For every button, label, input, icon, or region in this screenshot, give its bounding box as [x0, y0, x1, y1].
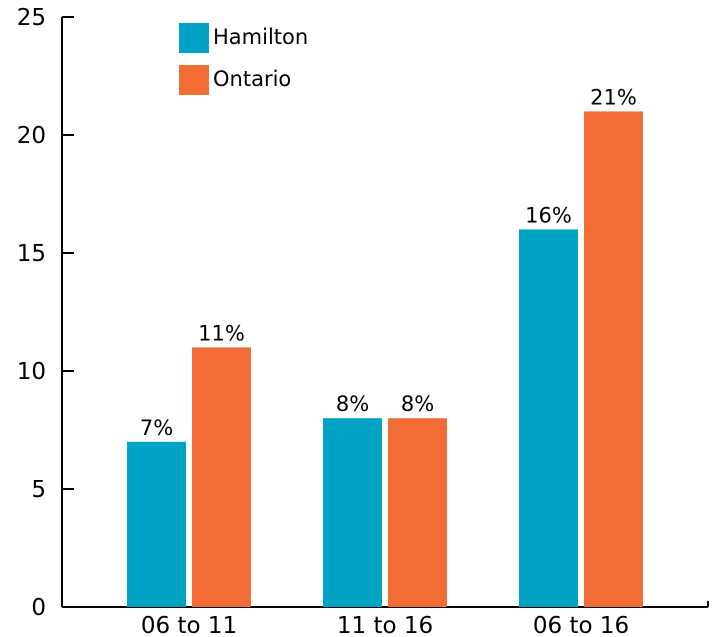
bars: [127, 111, 643, 608]
y-tick-label: 25: [17, 5, 46, 31]
y-tick-label: 0: [31, 595, 46, 621]
data-labels: 7% 11% 8% 8% 16% 21%: [140, 85, 637, 439]
legend: Hamilton Ontario: [179, 23, 308, 95]
bar-hamilton-1: [323, 418, 382, 607]
x-tick-label: 06 to 11: [141, 613, 237, 637]
data-label-hamilton-0: 7%: [140, 416, 173, 440]
y-tick-label: 10: [17, 359, 46, 385]
axes: 0 5 10 15 20 25 06 to 11 11 to 16 06 to 16: [17, 5, 709, 637]
y-tick-label: 5: [31, 477, 46, 503]
y-tick-label: 20: [17, 123, 46, 149]
bar-ontario-2: [584, 111, 643, 608]
data-label-ontario-1: 8%: [401, 392, 434, 416]
x-tick-label: 11 to 16: [337, 613, 433, 637]
data-label-hamilton-1: 8%: [336, 392, 369, 416]
bar-hamilton-0: [127, 441, 186, 607]
legend-label-ontario: Ontario: [213, 67, 291, 91]
legend-swatch-ontario: [179, 65, 209, 95]
data-label-ontario-2: 21%: [590, 85, 637, 109]
legend-label-hamilton: Hamilton: [213, 25, 308, 49]
legend-swatch-hamilton: [179, 23, 209, 53]
x-tick-label: 06 to 16: [533, 613, 629, 637]
y-tick-label: 15: [17, 241, 46, 267]
data-label-ontario-0: 11%: [198, 321, 245, 345]
data-label-hamilton-2: 16%: [525, 203, 572, 227]
bar-ontario-0: [192, 347, 251, 607]
bar-ontario-1: [388, 418, 447, 607]
bar-hamilton-2: [519, 229, 578, 607]
